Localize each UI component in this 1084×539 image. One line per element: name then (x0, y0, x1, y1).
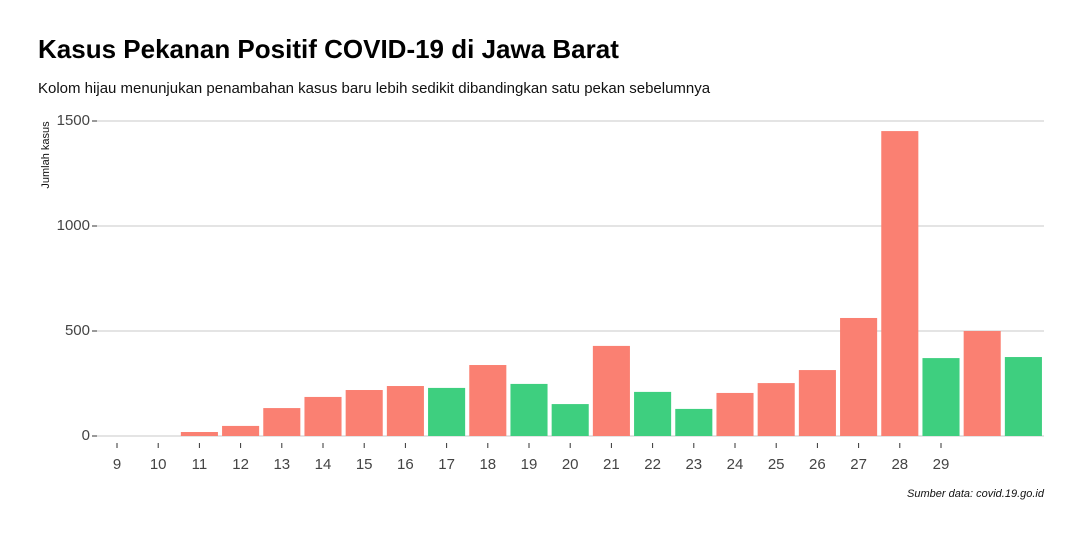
bar (304, 396, 342, 436)
x-tick-label: 19 (521, 456, 538, 473)
x-tick-label: 26 (809, 456, 826, 473)
bar (963, 331, 1001, 436)
bar (345, 390, 383, 436)
bar (263, 408, 301, 436)
x-tick-label: 28 (891, 456, 908, 473)
bar (922, 358, 960, 436)
bar (180, 432, 218, 436)
bar (469, 365, 507, 436)
x-tick-label: 22 (644, 456, 661, 473)
x-tick-label: 12 (232, 456, 249, 473)
chart-subtitle: Kolom hijau menunjukan penambahan kasus … (38, 80, 711, 97)
x-tick-label: 13 (273, 456, 290, 473)
source-note: Sumber data: covid.19.go.id (907, 488, 1045, 500)
x-tick-label: 20 (562, 456, 579, 473)
bar (222, 425, 260, 436)
x-tick-label: 16 (397, 456, 414, 473)
bar (634, 391, 672, 436)
x-tick-label: 29 (933, 456, 950, 473)
x-tick-label: 24 (727, 456, 744, 473)
y-tick-label: 1000 (57, 217, 90, 234)
x-tick-label: 14 (315, 456, 332, 473)
x-tick-label: 11 (192, 456, 208, 473)
x-tick-label: 15 (356, 456, 373, 473)
bar (1004, 357, 1042, 436)
chart-title: Kasus Pekanan Positif COVID-19 di Jawa B… (38, 34, 619, 64)
x-tick-label: 27 (850, 456, 867, 473)
x-tick-label: 23 (685, 456, 702, 473)
bar (840, 317, 878, 436)
bar (675, 408, 713, 436)
x-tick-label: 17 (438, 456, 455, 473)
bar (716, 392, 754, 436)
x-tick-label: 18 (479, 456, 496, 473)
bar (881, 131, 919, 436)
bar (510, 383, 548, 436)
bar (798, 370, 836, 436)
y-axis-label: Jumlah kasus (40, 121, 52, 189)
y-tick-label: 0 (82, 427, 90, 444)
bar (428, 387, 466, 436)
bar (757, 383, 795, 436)
bar (386, 386, 424, 436)
y-tick-label: 1500 (57, 112, 90, 129)
x-tick-label: 25 (768, 456, 785, 473)
x-tick-label: 9 (113, 456, 121, 473)
y-tick-label: 500 (65, 322, 90, 339)
bar (592, 345, 630, 436)
x-tick-label: 10 (150, 456, 167, 473)
bar (551, 404, 589, 436)
x-tick-label: 21 (603, 456, 620, 473)
